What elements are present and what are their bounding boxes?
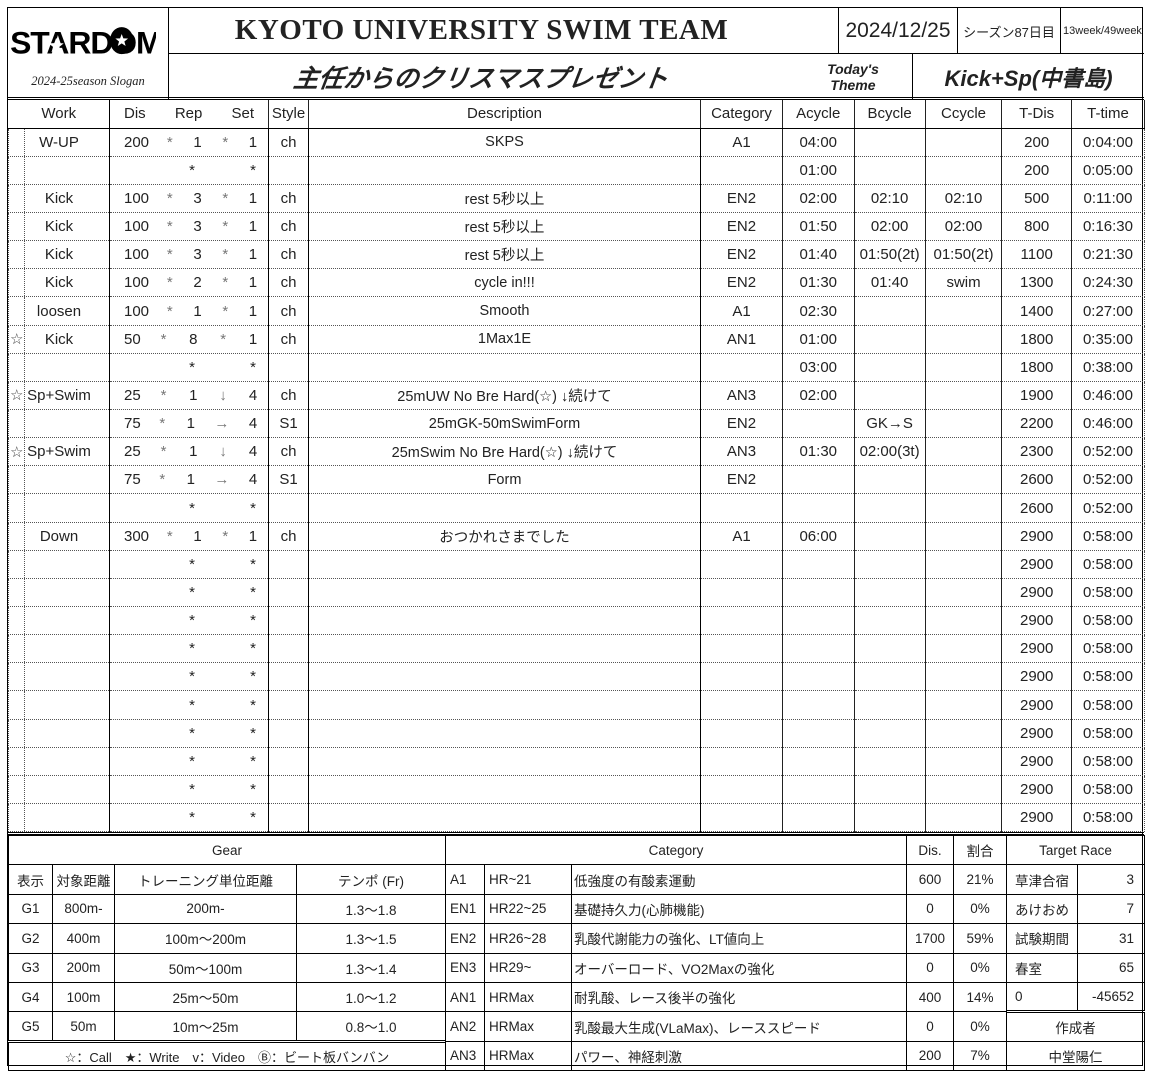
svg-text:STARDOM: STARDOM — [10, 24, 156, 60]
